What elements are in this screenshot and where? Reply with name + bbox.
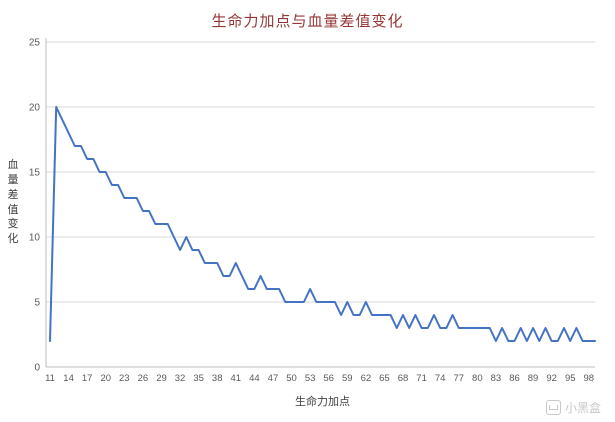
x-tick-label: 23: [119, 373, 130, 384]
y-tick-label: 0: [34, 363, 40, 374]
x-tick-label: 50: [286, 373, 297, 384]
x-tick-label: 92: [546, 373, 557, 384]
watermark: 小黑盒: [545, 399, 601, 416]
chart-title: 生命力加点与血量差值变化: [211, 13, 404, 30]
xiaoheihe-logo-icon: [545, 400, 561, 415]
x-tick-label: 20: [100, 373, 111, 384]
x-tick-label: 68: [398, 373, 409, 384]
y-tick-label: 10: [29, 233, 41, 244]
x-tick-label: 44: [249, 373, 260, 384]
x-tick-label: 38: [212, 373, 223, 384]
x-tick-label: 95: [565, 373, 576, 384]
x-tick-label: 56: [323, 373, 334, 384]
x-tick-label: 59: [342, 373, 353, 384]
x-tick-label: 65: [379, 373, 390, 384]
x-axis-title: 生命力加点: [295, 396, 350, 408]
x-tick-label: 32: [175, 373, 186, 384]
x-tick-label: 98: [584, 373, 595, 384]
x-tick-label: 11: [45, 373, 55, 384]
x-tick-label: 47: [268, 373, 279, 384]
x-tick-label: 41: [231, 373, 242, 384]
watermark-text: 小黑盒: [564, 401, 601, 415]
x-tick-label: 71: [416, 373, 427, 384]
y-tick-label: 25: [29, 38, 41, 49]
x-tick-label: 62: [361, 373, 372, 384]
x-tick-label: 17: [82, 373, 93, 384]
x-tick-label: 83: [491, 373, 502, 384]
x-tick-label: 14: [63, 373, 74, 384]
x-tick-label: 80: [472, 373, 483, 384]
y-tick-label: 15: [29, 168, 41, 179]
x-tick-label: 74: [435, 373, 446, 384]
x-tick-label: 29: [156, 373, 167, 384]
y-tick-label: 20: [29, 103, 41, 114]
y-tick-label: 5: [34, 298, 40, 309]
data-series-line: [49, 106, 596, 342]
x-tick-label: 26: [138, 373, 149, 384]
x-tick-label: 77: [453, 373, 464, 384]
x-tick-label: 89: [528, 373, 539, 384]
x-tick-label: 86: [509, 373, 520, 384]
x-tick-label: 53: [305, 373, 316, 384]
x-tick-label: 35: [193, 373, 204, 384]
y-axis-title: 血量差值变化: [7, 159, 19, 246]
